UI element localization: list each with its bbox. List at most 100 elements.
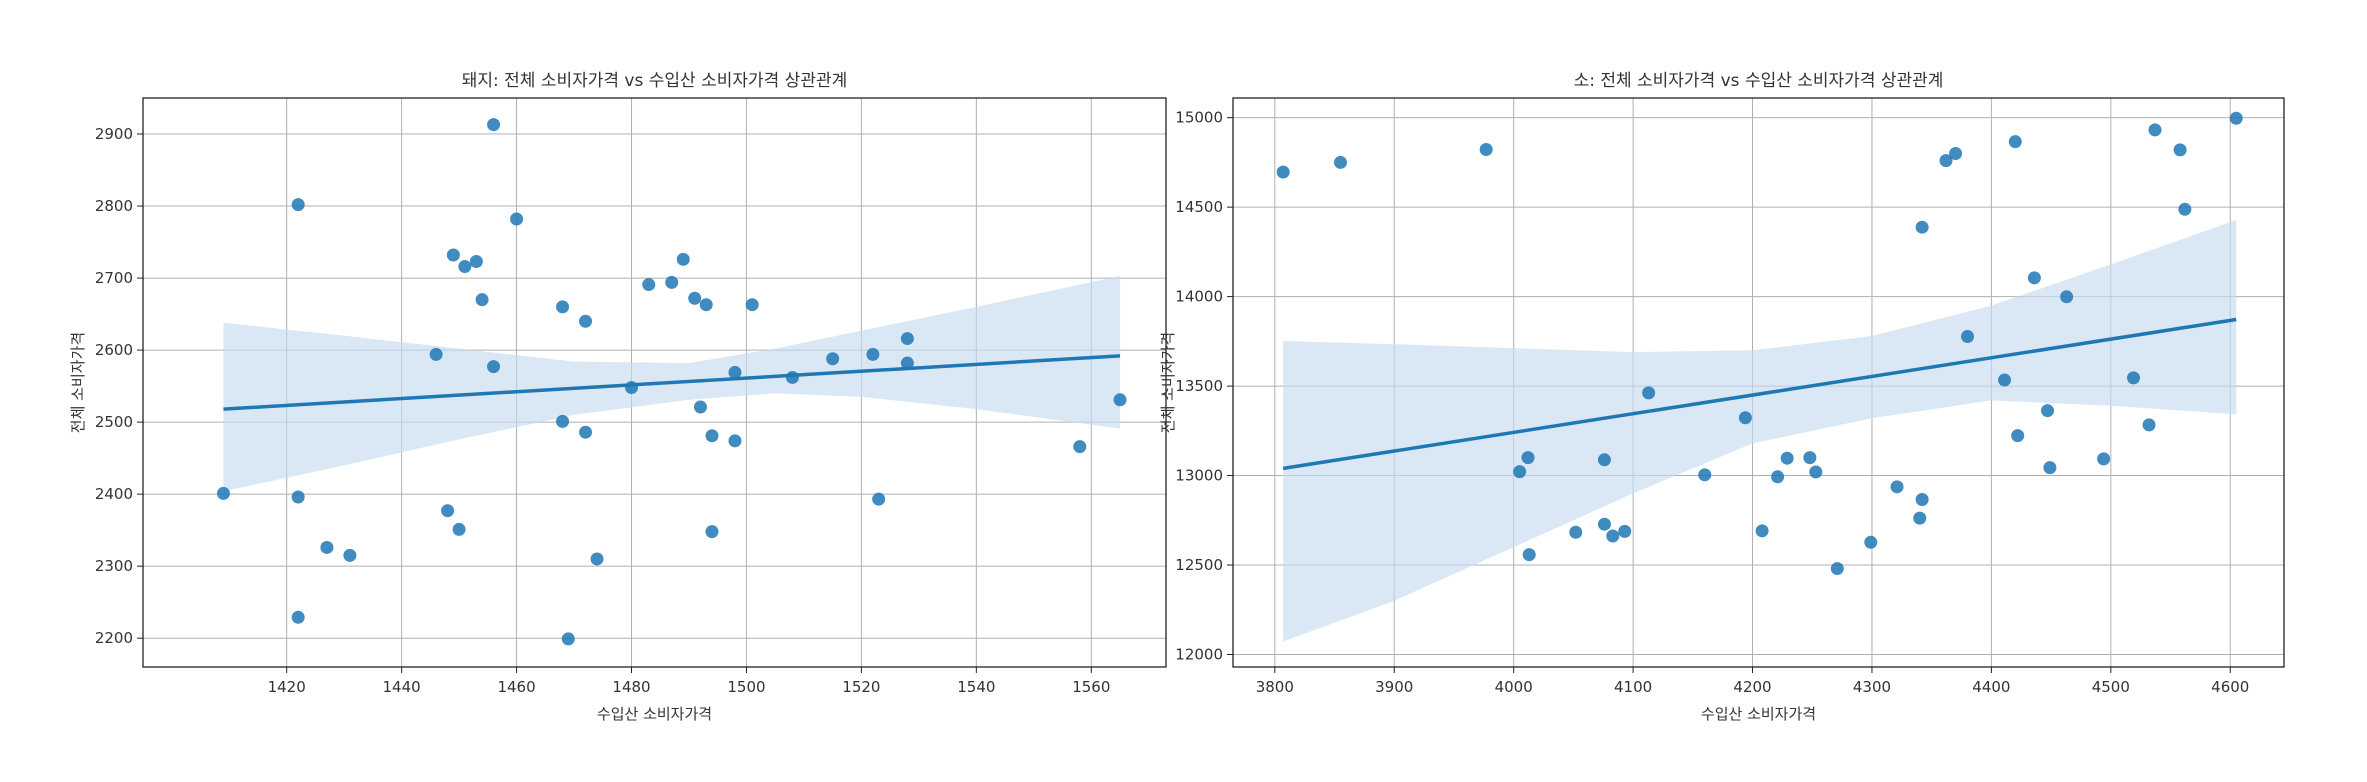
data-point <box>872 492 886 506</box>
x-axis-label: 수입산 소비자가격 <box>597 705 712 723</box>
data-point <box>676 252 690 266</box>
regression-line <box>223 354 1121 411</box>
data-point <box>785 370 799 384</box>
y-tick-label: 2700 <box>95 269 133 287</box>
data-point <box>487 360 501 374</box>
data-point <box>320 540 334 554</box>
data-point <box>728 365 742 379</box>
data-point <box>705 525 719 539</box>
data-point <box>2008 135 2022 149</box>
y-tick-label: 2200 <box>95 629 133 647</box>
data-point <box>2043 461 2057 475</box>
x-tick-label: 4000 <box>1495 678 1533 696</box>
data-point <box>2097 452 2111 466</box>
data-point <box>1479 143 1493 157</box>
data-point <box>866 347 880 361</box>
x-tick-label: 4400 <box>1972 678 2010 696</box>
data-point <box>1949 146 1963 160</box>
data-point <box>1569 525 1583 539</box>
x-axis-label: 수입산 소비자가격 <box>1701 705 1816 723</box>
x-tick-label: 4500 <box>2092 678 2130 696</box>
data-point <box>556 414 570 428</box>
x-tick-label: 1520 <box>842 678 880 696</box>
data-point <box>2178 202 2192 216</box>
x-tick-label: 3900 <box>1375 678 1413 696</box>
data-point <box>1864 535 1878 549</box>
data-point <box>590 552 604 566</box>
data-point <box>1521 451 1535 465</box>
data-point <box>1803 451 1817 465</box>
data-point <box>556 300 570 314</box>
x-tick-label: 1500 <box>727 678 765 696</box>
data-point <box>900 356 914 370</box>
subplot-1: 1420 1440 1460 1480 1500 1520 1540 1560 2200 2300… <box>69 71 1167 723</box>
x-tick-label: 4200 <box>1733 678 1771 696</box>
data-point <box>469 254 483 268</box>
chart-title: 소: 전체 소비자가격 vs 수입산 소비자가격 상관관계 <box>1574 71 1944 91</box>
x-tick-label: 1560 <box>1072 678 1110 696</box>
axes-frame <box>142 97 1167 668</box>
x-tick-label: 4100 <box>1614 678 1652 696</box>
data-point <box>2229 111 2243 125</box>
data-point <box>1771 470 1785 484</box>
data-point <box>2041 404 2055 418</box>
data-point <box>446 248 460 262</box>
data-point <box>2148 123 2162 137</box>
data-point <box>1890 480 1904 494</box>
subplot-2: 3800 3900 4000 4100 4200 4300 4400 4500 4600 1200… <box>1159 71 2285 723</box>
data-point <box>2173 143 2187 157</box>
data-point <box>699 298 713 312</box>
data-point <box>458 260 472 274</box>
x-tick-label: 1440 <box>383 678 421 696</box>
data-point <box>1276 165 1290 179</box>
x-tick-label: 4300 <box>1853 678 1891 696</box>
x-tick-label: 3800 <box>1256 678 1294 696</box>
data-point <box>291 610 305 624</box>
data-point <box>343 548 357 562</box>
data-point <box>1513 465 1527 479</box>
data-point <box>826 352 840 366</box>
data-point <box>475 293 489 307</box>
data-point <box>1606 529 1620 543</box>
data-point <box>579 425 593 439</box>
data-point <box>693 400 707 414</box>
y-tick-label: 14000 <box>1175 288 1223 306</box>
data-point <box>1333 155 1347 169</box>
data-point <box>1755 524 1769 538</box>
regression-line <box>1282 317 2237 471</box>
confidence-band <box>1283 220 2237 642</box>
y-tick-label: 13500 <box>1175 377 1223 395</box>
data-point <box>2011 429 2025 443</box>
x-tick-label: 4600 <box>2211 678 2249 696</box>
data-point <box>745 298 759 312</box>
x-tick-label: 1480 <box>612 678 650 696</box>
data-point <box>1915 220 1929 234</box>
data-point <box>441 504 455 518</box>
data-point <box>1522 548 1536 562</box>
data-point <box>1961 330 1975 344</box>
data-point <box>1998 373 2012 387</box>
data-point <box>900 332 914 346</box>
data-point <box>1597 517 1611 531</box>
data-point <box>1642 386 1656 400</box>
data-point <box>665 275 679 289</box>
data-point <box>642 278 656 292</box>
y-tick-label: 12500 <box>1175 556 1223 574</box>
x-tick-label: 1540 <box>957 678 995 696</box>
data-point <box>1939 154 1953 168</box>
data-point <box>2060 290 2074 304</box>
y-tick-label: 12000 <box>1175 645 1223 663</box>
data-point <box>1913 511 1927 525</box>
data-point <box>705 429 719 443</box>
data-point <box>2142 418 2156 432</box>
chart-title: 돼지: 전체 소비자가격 vs 수입산 소비자가격 상관관계 <box>462 71 848 91</box>
data-point <box>688 291 702 305</box>
y-tick-label: 13000 <box>1175 467 1223 485</box>
data-point <box>1073 440 1087 454</box>
data-point <box>1113 393 1127 407</box>
data-point <box>291 490 305 504</box>
x-tick-label: 1420 <box>268 678 306 696</box>
y-tick-label: 2600 <box>95 341 133 359</box>
y-tick-label: 2400 <box>95 485 133 503</box>
